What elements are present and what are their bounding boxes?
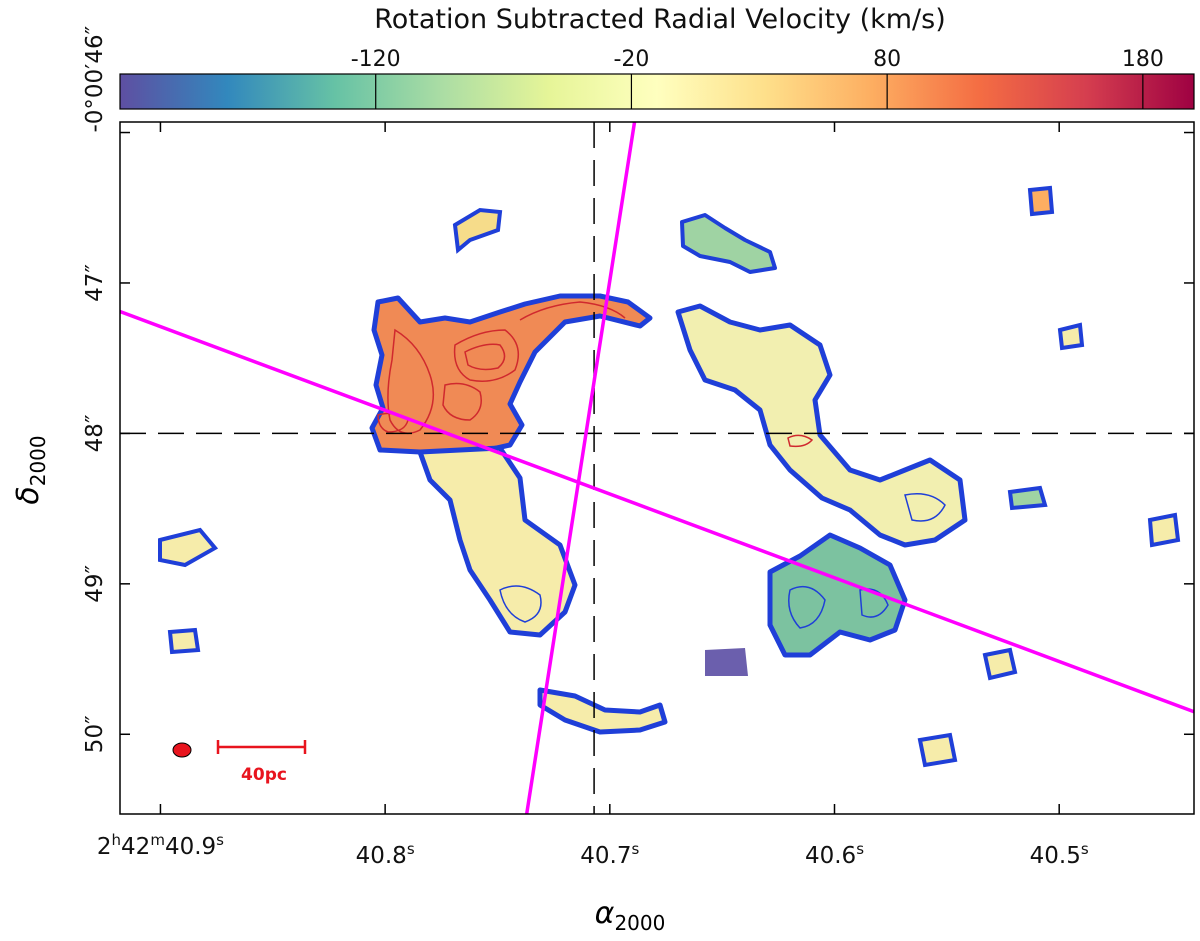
x-tick-label-part: 40.6 [805,843,856,869]
x-tick-label-part: 42 [121,834,150,860]
colorbar-title: Rotation Subtracted Radial Velocity (km/… [374,4,946,35]
x-tick-label-part: 40.8 [356,843,407,869]
colorbar [119,73,1195,110]
x-tick-label-part: s [407,840,415,858]
region-western-arc [369,293,653,455]
y-axis-label-main: δ [11,486,46,504]
x-tick-label-part: s [632,840,640,858]
x-tick-label-part: 40.9 [165,834,216,860]
contour-line [499,585,542,623]
colorbar-tick-label: 80 [873,47,901,72]
colorbar-tick-label: 180 [1122,47,1164,72]
y-tick-label: 50″ [82,715,108,753]
contour-line [904,493,946,522]
y-tick-label: 48″ [82,414,108,452]
x-axis-label-main: α [595,896,615,931]
contour-line [442,382,482,421]
region-southern-arc [537,687,668,735]
x-tick-label-part: s [1081,840,1089,858]
x-tick-label: 40.5s [1030,840,1089,869]
region-small-clump [1147,512,1181,548]
region-small-clump [1057,322,1085,351]
contour-line [519,301,626,321]
contour-line [788,585,826,629]
y-axis-ticks: -0°00′46″ 47″ 48″ 49″ 50″ [82,25,1194,753]
y-axis-label: δ2000 [11,435,50,504]
x-tick-label-part: 2 [97,834,112,860]
y-tick-label: 47″ [82,264,108,302]
x-tick-label: 2h42m40.9s [97,831,224,860]
beam-ellipse [172,742,192,758]
region-small-clump [1007,485,1048,511]
x-axis-label-sub: 2000 [614,911,665,935]
colorbar-tick-label: -120 [351,47,401,72]
contour-line [859,588,889,618]
x-tick-label-part: 40.5 [1030,843,1081,869]
x-tick-label-part: s [856,840,864,858]
contour-line [787,434,814,448]
y-tick-label: -0°00′46″ [82,25,108,132]
region-small-clump [705,648,748,676]
x-axis-label: α2000 [595,896,666,935]
x-tick-label-part: s [216,831,224,849]
region-small-clump [1027,185,1055,217]
contour-line [453,329,520,382]
region-small-clump [452,207,503,254]
scalebar-label: 40pc [241,765,287,785]
minor-axis-line [524,122,637,814]
y-tick-label: 49″ [82,564,108,602]
y-axis-label-sub: 2000 [26,435,50,486]
map-layer [120,122,1194,814]
colorbar-tick-label: -20 [613,47,649,72]
x-tick-label-part: m [150,831,165,849]
plot-frame [119,121,1195,815]
region-southwest-arm [417,445,578,638]
region-small-clump [982,647,1018,681]
region-small-clump [158,527,219,568]
x-tick-label-part: 40.7 [580,843,631,869]
region-small-clump [167,627,201,655]
x-tick-label: 40.7s [580,840,639,869]
contour-line [387,328,435,435]
emission-regions [158,185,1181,768]
region-small-clump [917,732,958,768]
major-axis-line [120,309,1194,714]
region-northeast-clump [680,213,777,274]
colorbar-ticks: -120 -20 80 180 [351,47,1164,109]
region-eastern-arc [675,303,968,548]
x-tick-label: 40.8s [356,840,415,869]
x-tick-label: 40.6s [805,840,864,869]
contour-line [464,343,506,371]
x-tick-label-part: h [112,831,122,849]
